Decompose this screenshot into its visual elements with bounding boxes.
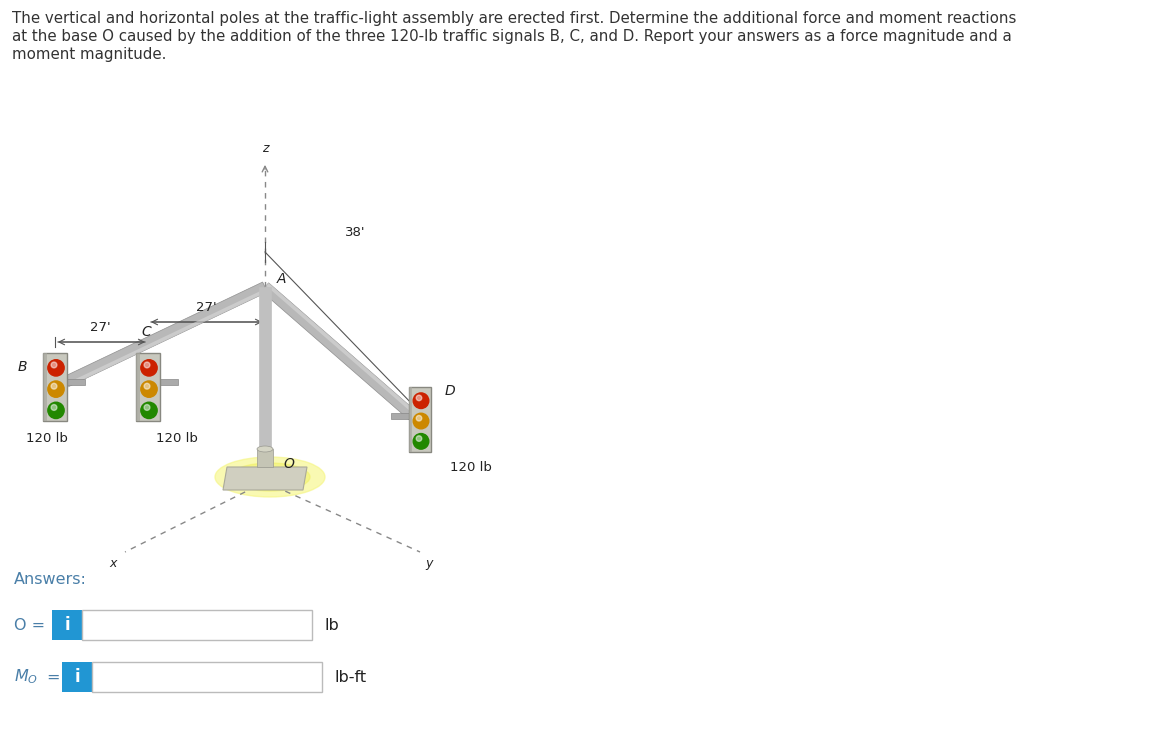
- Bar: [67, 379, 85, 385]
- Text: i: i: [74, 668, 80, 686]
- Text: z: z: [262, 142, 268, 155]
- Polygon shape: [261, 283, 424, 426]
- Bar: [392, 413, 409, 419]
- Bar: [258, 449, 273, 467]
- Circle shape: [51, 405, 57, 411]
- Text: O =: O =: [14, 618, 45, 632]
- Bar: [92, 662, 322, 692]
- Bar: [409, 386, 412, 452]
- Bar: [52, 610, 82, 640]
- Bar: [136, 353, 140, 421]
- Circle shape: [47, 360, 65, 376]
- Circle shape: [141, 381, 157, 397]
- Text: 120 lb: 120 lb: [27, 432, 68, 445]
- Circle shape: [47, 381, 65, 397]
- Circle shape: [416, 395, 422, 401]
- Text: C: C: [141, 325, 151, 339]
- Circle shape: [141, 360, 157, 376]
- Text: at the base O caused by the addition of the three 120-lb traffic signals B, C, a: at the base O caused by the addition of …: [12, 29, 1012, 44]
- Text: 27': 27': [196, 301, 217, 314]
- Bar: [62, 662, 92, 692]
- Text: Answers:: Answers:: [14, 572, 87, 587]
- Polygon shape: [53, 282, 267, 392]
- Circle shape: [47, 402, 65, 419]
- Text: i: i: [65, 616, 69, 634]
- Circle shape: [51, 383, 57, 389]
- Bar: [259, 287, 271, 462]
- Text: 120 lb: 120 lb: [156, 432, 198, 445]
- Circle shape: [416, 416, 422, 421]
- Text: 120 lb: 120 lb: [450, 461, 492, 474]
- Text: A: A: [277, 272, 286, 286]
- Circle shape: [413, 393, 429, 408]
- Text: 27': 27': [90, 321, 111, 334]
- Text: The vertical and horizontal poles at the traffic-light assembly are erected firs: The vertical and horizontal poles at the…: [12, 11, 1016, 26]
- Bar: [136, 353, 161, 421]
- Text: O: O: [283, 457, 293, 471]
- Text: D: D: [445, 384, 455, 398]
- Text: lb: lb: [325, 618, 338, 632]
- Text: lb-ft: lb-ft: [334, 669, 366, 685]
- Text: x: x: [110, 557, 117, 570]
- Text: 38': 38': [344, 226, 365, 239]
- Text: $M_O$: $M_O$: [14, 668, 38, 686]
- Polygon shape: [223, 467, 307, 490]
- Circle shape: [413, 413, 429, 429]
- Text: =: =: [46, 669, 60, 685]
- Polygon shape: [55, 288, 267, 392]
- Text: B: B: [17, 360, 27, 374]
- Ellipse shape: [215, 457, 325, 497]
- Bar: [409, 386, 431, 452]
- Circle shape: [144, 405, 150, 411]
- Polygon shape: [266, 283, 424, 421]
- Text: y: y: [425, 557, 432, 570]
- Bar: [43, 353, 46, 421]
- Circle shape: [416, 436, 422, 441]
- Text: moment magnitude.: moment magnitude.: [12, 47, 166, 62]
- Bar: [82, 610, 312, 640]
- Ellipse shape: [230, 463, 310, 491]
- Bar: [161, 379, 178, 385]
- Bar: [43, 353, 67, 421]
- Ellipse shape: [258, 446, 273, 452]
- Circle shape: [144, 362, 150, 368]
- Circle shape: [144, 383, 150, 389]
- Circle shape: [413, 433, 429, 449]
- Circle shape: [141, 402, 157, 419]
- Circle shape: [51, 362, 57, 368]
